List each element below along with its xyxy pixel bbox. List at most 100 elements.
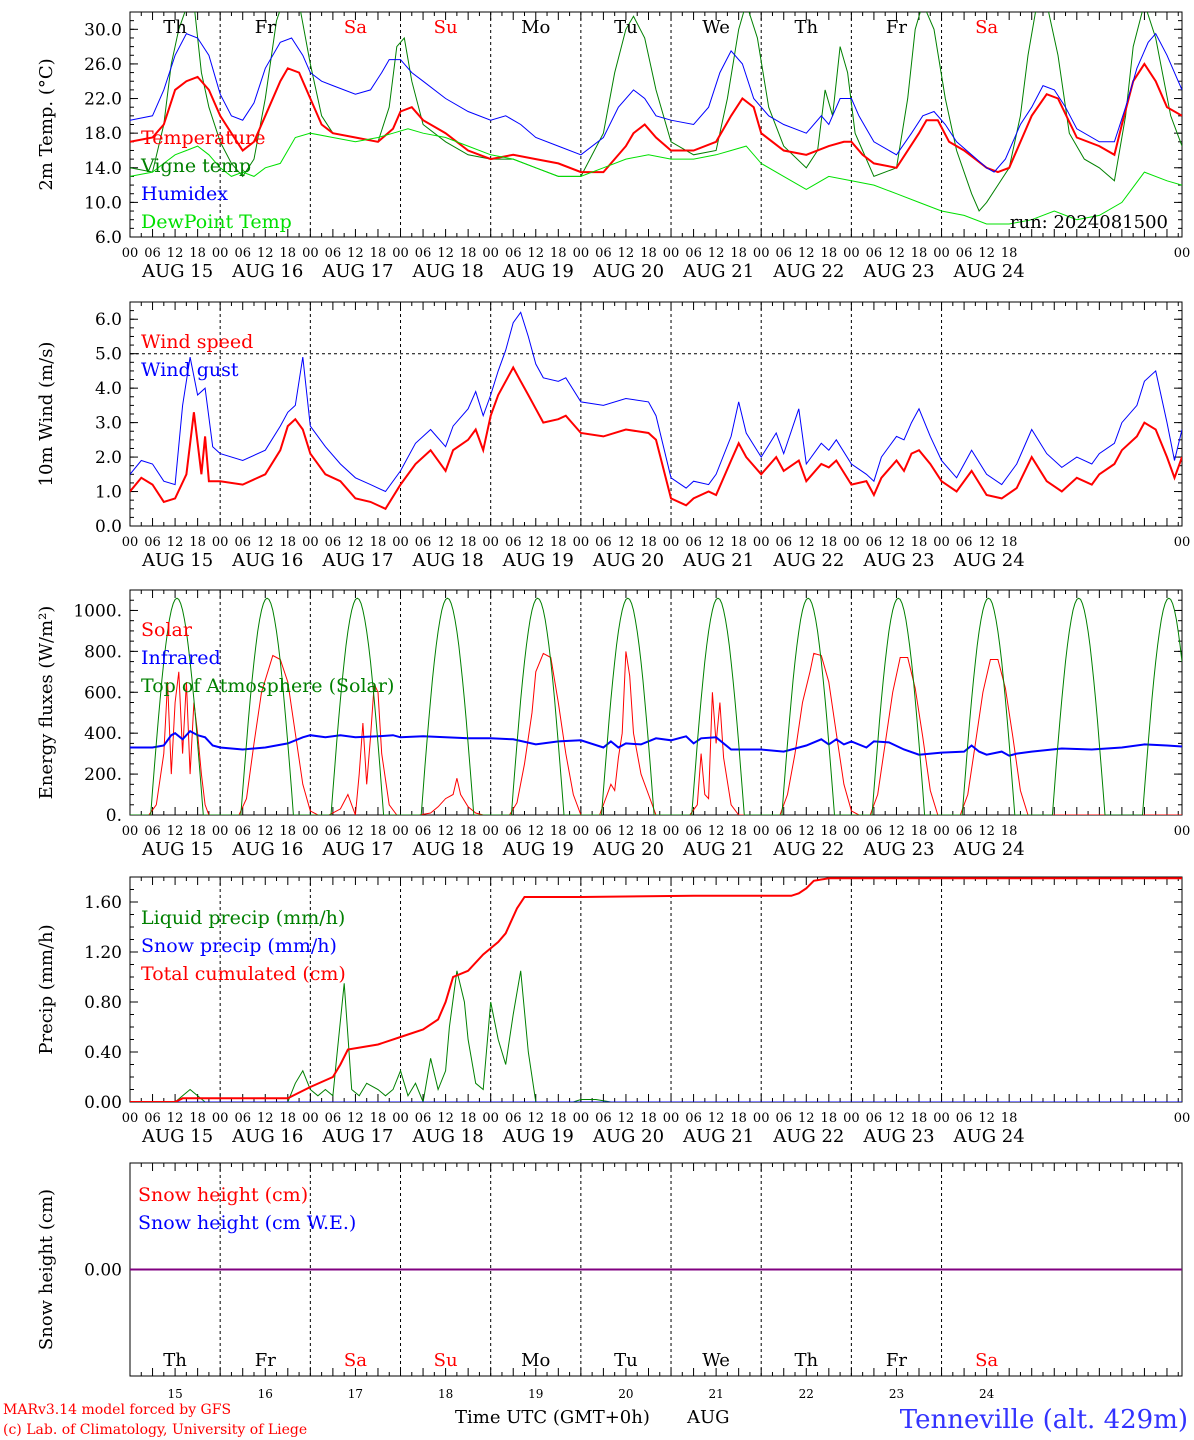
y-tick-label: 6.0	[95, 310, 122, 330]
date-label: AUG 22	[772, 550, 844, 571]
date-label: AUG 24	[953, 550, 1025, 571]
hour-tick-label: 12	[708, 246, 725, 261]
hour-tick-label: 18	[280, 1111, 297, 1126]
day-number: 15	[167, 1387, 182, 1401]
date-label: AUG 23	[862, 261, 934, 282]
day-number: 17	[348, 1387, 363, 1401]
panel-2: 0.0 1.0 2.0 3.0 4.0 5.0 6.0 10m Wind (m/s) Wind …	[36, 301, 1191, 571]
date-label: AUG 19	[502, 839, 574, 860]
hour-tick-label: 18	[1001, 246, 1018, 261]
day-of-week: Mo	[521, 17, 550, 38]
hour-tick-label: 00	[122, 535, 139, 550]
day-of-week: Th	[794, 1350, 818, 1371]
lab-credit: (c) Lab. of Climatology, University of L…	[3, 1422, 307, 1438]
hour-tick-label: 00	[843, 824, 860, 839]
hour-tick-label: 12	[167, 1111, 184, 1126]
day-of-week: We	[702, 17, 730, 38]
hour-tick-label: 06	[234, 824, 251, 839]
date-label: AUG 16	[231, 261, 303, 282]
legend-entry: Snow height (cm W.E.)	[138, 1212, 356, 1234]
y-tick-label: 400.	[84, 724, 122, 744]
hour-tick-label: 00	[482, 535, 499, 550]
date-label: AUG 20	[592, 261, 664, 282]
hour-tick-label: 18	[911, 535, 928, 550]
x-axis-label: Time UTC (GMT+0h)	[455, 1407, 650, 1428]
legend-entry: Temperature	[141, 127, 265, 149]
hour-tick-label: 06	[415, 824, 432, 839]
y-tick-label: 30.0	[84, 20, 122, 40]
hour-tick-label: 00	[573, 535, 590, 550]
hour-tick-label: 18	[370, 824, 387, 839]
hour-tick-label: 06	[956, 535, 973, 550]
series-line	[130, 597, 1182, 815]
hour-tick-label: 00	[392, 1111, 409, 1126]
hour-tick-label: 18	[821, 246, 838, 261]
day-of-week: Sa	[975, 1350, 998, 1371]
hour-tick-label: 00	[663, 535, 680, 550]
hour-tick-label: 06	[685, 246, 702, 261]
model-credit: MARv3.14 model forced by GFS	[3, 1402, 231, 1418]
hour-tick-label: 00	[302, 1111, 319, 1126]
y-axis-label: 10m Wind (m/s)	[36, 342, 57, 487]
y-tick-label: 200.	[84, 765, 122, 785]
hour-tick-label: 12	[888, 1111, 905, 1126]
month-label: AUG	[686, 1407, 730, 1428]
hour-tick-label: 06	[866, 535, 883, 550]
date-label: AUG 20	[592, 550, 664, 571]
hour-tick-label: 12	[257, 824, 274, 839]
legend-entry: Wind speed	[141, 331, 253, 353]
hour-tick-label: 06	[144, 1111, 161, 1126]
hour-tick-label: 06	[775, 246, 792, 261]
y-tick-label: 1.0	[95, 483, 122, 503]
hour-tick-label: 00	[933, 824, 950, 839]
hour-tick-label: 00	[392, 246, 409, 261]
hour-tick-label: 06	[505, 824, 522, 839]
hour-tick-label: 00	[933, 535, 950, 550]
hour-tick-label: 06	[956, 824, 973, 839]
date-label: AUG 16	[231, 550, 303, 571]
hour-tick-label: 12	[167, 246, 184, 261]
hour-tick-label: 06	[595, 246, 612, 261]
hour-tick-label: 18	[911, 824, 928, 839]
day-of-week: Tu	[614, 1350, 638, 1371]
y-tick-label: 2.0	[95, 448, 122, 468]
hour-tick-label: 00	[663, 246, 680, 261]
series-line	[130, 62, 1182, 174]
panel-4: 0.00 0.40 0.80 1.20 1.60 Precip (mm/h) Liquid …	[36, 876, 1190, 1147]
hour-tick-label: 18	[550, 824, 567, 839]
date-label: AUG 17	[321, 839, 393, 860]
hour-tick-label: 00	[573, 246, 590, 261]
day-of-week: Th	[163, 1350, 187, 1371]
date-label: AUG 23	[862, 839, 934, 860]
date-label: AUG 24	[953, 261, 1025, 282]
hour-tick-label: 00	[482, 1111, 499, 1126]
hour-tick-label: 06	[325, 1111, 342, 1126]
hour-tick-label: 00	[212, 1111, 229, 1126]
date-label: AUG 18	[412, 1126, 484, 1147]
hour-tick-label: 12	[708, 1111, 725, 1126]
hour-tick-label: 18	[640, 824, 657, 839]
date-label: AUG 16	[231, 1126, 303, 1147]
hour-tick-label: 00	[933, 1111, 950, 1126]
hour-tick-label: 18	[730, 246, 747, 261]
date-label: AUG 21	[682, 261, 754, 282]
date-label: AUG 17	[321, 261, 393, 282]
date-label: AUG 18	[412, 839, 484, 860]
station-name: Tenneville (alt. 429m)	[900, 1405, 1188, 1435]
hour-tick-label: 18	[189, 1111, 206, 1126]
hour-tick-label: 00	[933, 246, 950, 261]
day-of-week: Fr	[255, 1350, 276, 1371]
hour-tick-label: 00	[482, 246, 499, 261]
hour-tick-label: 06	[595, 824, 612, 839]
hour-tick-label: 00	[1174, 535, 1191, 550]
hour-tick-label: 18	[550, 535, 567, 550]
hour-tick-label: 18	[189, 246, 206, 261]
hour-tick-label: 12	[257, 246, 274, 261]
hour-tick-label: 00	[392, 824, 409, 839]
hour-tick-label: 18	[640, 246, 657, 261]
hour-tick-label: 12	[888, 824, 905, 839]
hour-tick-label: 06	[866, 824, 883, 839]
hour-tick-label: 00	[1174, 246, 1191, 261]
hour-tick-label: 00	[212, 246, 229, 261]
hour-tick-label: 00	[843, 535, 860, 550]
